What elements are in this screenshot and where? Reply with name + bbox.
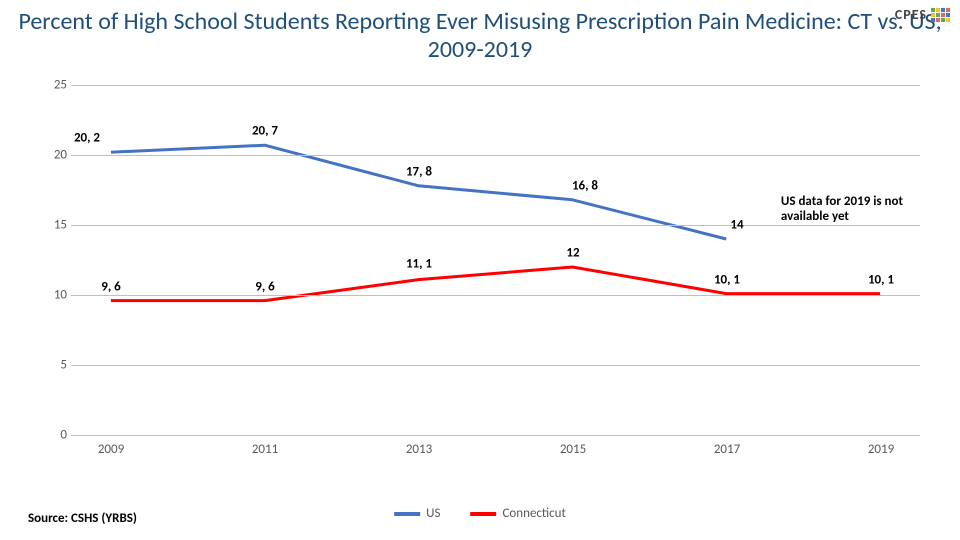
y-axis-tick: 25 xyxy=(43,78,67,93)
data-label: 20, 2 xyxy=(74,131,100,146)
chart-title: Percent of High School Students Reportin… xyxy=(0,8,960,63)
y-axis-tick: 5 xyxy=(43,358,67,373)
x-axis-tick: 2017 xyxy=(714,442,740,457)
legend-label: US xyxy=(426,506,440,521)
gridline xyxy=(71,295,920,296)
data-label: 12 xyxy=(566,246,579,261)
logo-text: CPES xyxy=(895,6,927,23)
x-axis-tick: 2013 xyxy=(406,442,432,457)
data-label: 11, 1 xyxy=(406,256,432,271)
gridline xyxy=(71,365,920,366)
legend-item: US xyxy=(394,506,440,521)
data-label: 16, 8 xyxy=(572,178,598,193)
legend-swatch xyxy=(394,512,420,516)
page: Percent of High School Students Reportin… xyxy=(0,0,960,540)
data-label: 20, 7 xyxy=(252,124,278,139)
data-label: 9, 6 xyxy=(255,279,274,294)
y-axis-tick: 0 xyxy=(43,428,67,443)
y-axis-tick: 15 xyxy=(43,218,67,233)
gridline xyxy=(71,225,920,226)
y-axis-tick: 20 xyxy=(43,148,67,163)
x-axis-tick: 2019 xyxy=(868,442,894,457)
legend: US Connecticut xyxy=(394,506,566,521)
gridline xyxy=(71,85,920,86)
legend-label: Connecticut xyxy=(502,506,565,521)
data-label: 10, 1 xyxy=(868,272,894,287)
logo-blocks-icon xyxy=(931,8,950,22)
logo: CPES xyxy=(895,6,950,23)
x-axis-tick: 2009 xyxy=(98,442,124,457)
gridline xyxy=(71,155,920,156)
gridline xyxy=(71,435,920,436)
source-text: Source: CSHS (YRBS) xyxy=(28,511,137,526)
plot-area: 051015202520092011201320152017201920, 22… xyxy=(70,85,920,435)
annotation-text: US data for 2019 is not available yet xyxy=(781,194,921,224)
line-series-svg xyxy=(71,85,920,435)
data-label: 9, 6 xyxy=(101,279,120,294)
data-label: 10, 1 xyxy=(714,272,740,287)
x-axis-tick: 2011 xyxy=(252,442,278,457)
data-label: 14 xyxy=(730,218,743,233)
legend-swatch xyxy=(470,512,496,516)
y-axis-tick: 10 xyxy=(43,288,67,303)
x-axis-tick: 2015 xyxy=(560,442,586,457)
data-label: 17, 8 xyxy=(406,164,432,179)
legend-item: Connecticut xyxy=(470,506,565,521)
chart-area: 051015202520092011201320152017201920, 22… xyxy=(40,85,920,475)
